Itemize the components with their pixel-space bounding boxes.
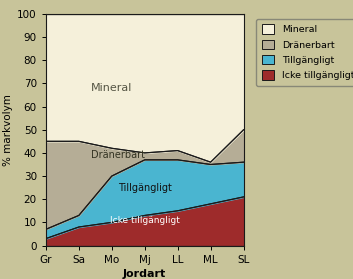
Legend: Mineral, Dränerbart, Tillgängligt, Icke tillgängligt: Mineral, Dränerbart, Tillgängligt, Icke … bbox=[256, 19, 353, 86]
X-axis label: Jordart: Jordart bbox=[123, 269, 166, 279]
Text: Icke tillgängligt: Icke tillgängligt bbox=[110, 216, 180, 225]
Text: Tillgängligt: Tillgängligt bbox=[118, 183, 172, 193]
Text: Mineral: Mineral bbox=[91, 83, 132, 93]
Text: Dränerbart: Dränerbart bbox=[91, 150, 145, 160]
Y-axis label: % markvolym: % markvolym bbox=[3, 94, 13, 166]
